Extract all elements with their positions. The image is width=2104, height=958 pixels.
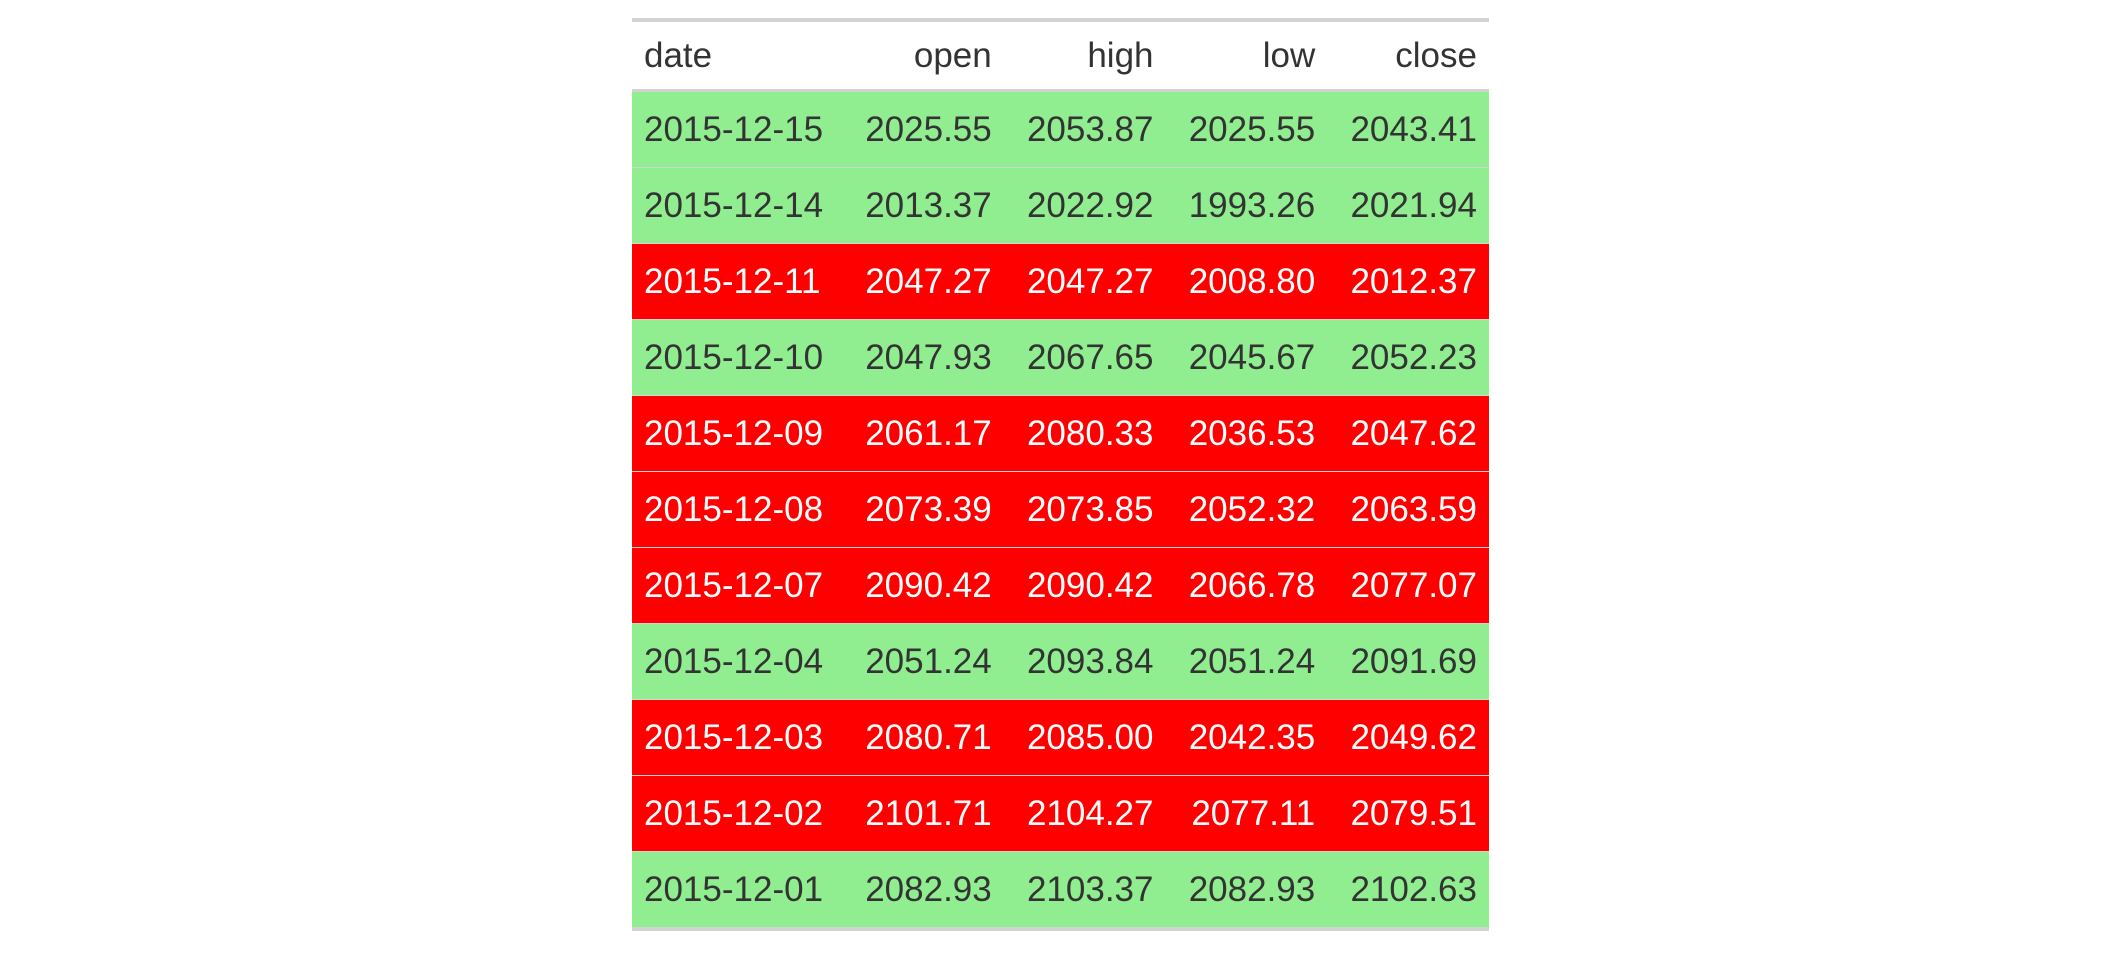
cell-low: 2051.24 (1188, 641, 1316, 681)
cell-high: 2103.37 (1026, 869, 1154, 909)
cell-open: 2061.17 (865, 413, 992, 453)
cell-low: 2045.67 (1188, 337, 1316, 377)
table-row: 2015-12-03 2080.71 2085.00 2042.35 2049.62 (632, 699, 1489, 776)
cell-high: 2067.65 (1026, 337, 1154, 377)
table-row: 2015-12-07 2090.42 2090.42 2066.78 2077.07 (632, 547, 1489, 624)
cell-high: 2080.33 (1026, 413, 1154, 453)
table-row: 2015-12-14 2013.37 2022.92 1993.26 2021.94 (632, 167, 1489, 244)
cell-close: 2091.69 (1350, 641, 1477, 681)
table-row: 2015-12-10 2047.93 2067.65 2045.67 2052.23 (632, 319, 1489, 396)
column-header-low: low (1165, 22, 1328, 92)
cell-close: 2063.59 (1350, 489, 1477, 529)
cell-close: 2049.62 (1350, 717, 1477, 757)
table-row: 2015-12-09 2061.17 2080.33 2036.53 2047.62 (632, 395, 1489, 472)
table-body: 2015-12-15 2025.55 2053.87 2025.55 2043.41 20… (632, 90, 1489, 927)
cell-date: 2015-12-09 (644, 413, 824, 453)
cell-low: 2077.11 (1191, 793, 1316, 833)
cell-low: 2025.55 (1188, 109, 1316, 149)
cell-open: 2080.71 (865, 717, 992, 757)
cell-open: 2051.24 (865, 641, 992, 681)
cell-close: 2052.23 (1350, 337, 1477, 377)
table-row: 2015-12-01 2082.93 2103.37 2082.93 2102.63 (632, 851, 1489, 927)
price-table-container: date open high low close 2015-12-15 2025.… (632, 18, 1489, 931)
cell-open: 2101.71 (865, 793, 992, 833)
cell-open: 2025.55 (865, 109, 992, 149)
cell-open: 2082.93 (865, 869, 992, 909)
cell-date: 2015-12-03 (644, 717, 824, 757)
column-header-open: open (842, 22, 1004, 92)
cell-high: 2093.84 (1026, 641, 1154, 681)
cell-date: 2015-12-11 (644, 261, 821, 301)
cell-high: 2073.85 (1026, 489, 1154, 529)
cell-low: 1993.26 (1188, 185, 1316, 225)
cell-date: 2015-12-10 (644, 337, 824, 377)
cell-high: 2047.27 (1026, 261, 1154, 301)
cell-close: 2043.41 (1350, 109, 1477, 149)
cell-close: 2012.37 (1350, 261, 1477, 301)
cell-low: 2008.80 (1188, 261, 1316, 301)
cell-high: 2053.87 (1026, 109, 1154, 149)
cell-date: 2015-12-15 (644, 109, 824, 149)
cell-close: 2102.63 (1350, 869, 1477, 909)
cell-low: 2082.93 (1188, 869, 1316, 909)
cell-open: 2073.39 (865, 489, 992, 529)
table-row: 2015-12-08 2073.39 2073.85 2052.32 2063.59 (632, 471, 1489, 548)
table-header: date open high low close (632, 22, 1489, 92)
cell-low: 2036.53 (1188, 413, 1316, 453)
cell-open: 2013.37 (865, 185, 992, 225)
cell-date: 2015-12-08 (644, 489, 824, 529)
table-row: 2015-12-04 2051.24 2093.84 2051.24 2091.69 (632, 623, 1489, 700)
cell-open: 2090.42 (865, 565, 992, 605)
cell-low: 2042.35 (1188, 717, 1316, 757)
header-row: date open high low close (632, 22, 1489, 92)
cell-date: 2015-12-04 (644, 641, 824, 681)
cell-high: 2022.92 (1026, 185, 1154, 225)
cell-close: 2047.62 (1350, 413, 1477, 453)
cell-open: 2047.27 (865, 261, 992, 301)
column-header-close: close (1327, 22, 1489, 92)
cell-high: 2085.00 (1026, 717, 1154, 757)
column-header-high: high (1003, 22, 1166, 92)
cell-low: 2052.32 (1188, 489, 1316, 529)
cell-date: 2015-12-14 (644, 185, 824, 225)
cell-open: 2047.93 (865, 337, 992, 377)
cell-low: 2066.78 (1188, 565, 1316, 605)
table-row: 2015-12-15 2025.55 2053.87 2025.55 2043.41 (632, 90, 1489, 168)
cell-close: 2021.94 (1350, 185, 1477, 225)
cell-high: 2104.27 (1026, 793, 1154, 833)
cell-close: 2079.51 (1350, 793, 1477, 833)
cell-high: 2090.42 (1026, 565, 1154, 605)
price-table: date open high low close 2015-12-15 2025.… (632, 22, 1489, 927)
cell-date: 2015-12-01 (644, 869, 824, 909)
table-row: 2015-12-02 2101.71 2104.27 2077.11 2079.51 (632, 775, 1489, 852)
table-row: 2015-12-11 2047.27 2047.27 2008.80 2012.37 (632, 243, 1489, 320)
cell-date: 2015-12-02 (644, 793, 824, 833)
cell-date: 2015-12-07 (644, 565, 824, 605)
column-header-date: date (632, 22, 842, 92)
cell-close: 2077.07 (1350, 565, 1477, 605)
